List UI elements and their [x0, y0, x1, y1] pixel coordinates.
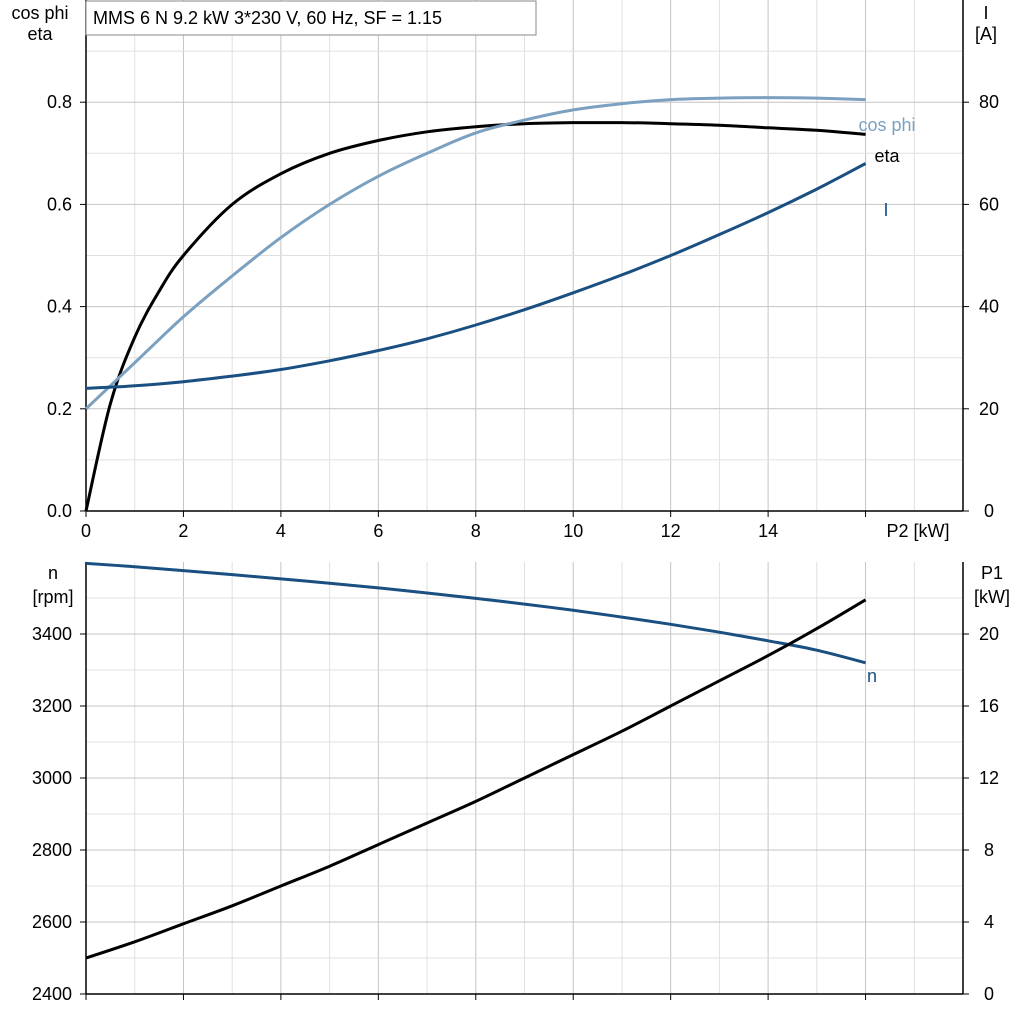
- y-left-tick-label: 3400: [32, 624, 72, 644]
- chart-title: MMS 6 N 9.2 kW 3*230 V, 60 Hz, SF = 1.15: [93, 8, 442, 28]
- y-right-tick-label: 0: [984, 501, 994, 521]
- series-line-cos-phi: [84, 96, 866, 410]
- y-right-tick-label: 4: [984, 912, 994, 932]
- x-tick-label: 0: [81, 521, 91, 541]
- y-left-tick-label: 0.0: [47, 501, 72, 521]
- top-right-label-2: [A]: [975, 24, 997, 44]
- x-tick-label: 6: [373, 521, 383, 541]
- x-tick-label: 8: [471, 521, 481, 541]
- y-left-tick-label: 3000: [32, 768, 72, 788]
- series-line-eta: [84, 121, 866, 512]
- series-line-p1: [85, 598, 867, 960]
- y-right-tick-label: 8: [984, 840, 994, 860]
- series-label-cos-phi: cos phi: [858, 115, 915, 135]
- top-panel: 0.0 0.2 0.4 0.6 0.8 0 20 40 60 80 0 2 4 6 8 10 12 14: [47, 0, 999, 541]
- series-line-i: [85, 162, 867, 390]
- y-right-tick-label: 12: [979, 768, 999, 788]
- top-right-label-1: I: [983, 3, 988, 23]
- x-tick-label: 14: [758, 521, 778, 541]
- y-left-tick-label: 2400: [32, 984, 72, 1004]
- x-tick-label: 2: [178, 521, 188, 541]
- x-tick-label: 10: [563, 521, 583, 541]
- y-right-tick-label: 40: [979, 297, 999, 317]
- y-left-tick-label: 3200: [32, 696, 72, 716]
- x-axis-label: P2 [kW]: [886, 521, 949, 541]
- title-box: [85, 0, 537, 36]
- x-tick-label: 12: [661, 521, 681, 541]
- top-left-label-2: eta: [27, 24, 53, 44]
- y-right-tick-label: 20: [979, 624, 999, 644]
- bottom-right-label-1: P1: [981, 563, 1003, 583]
- y-right-tick-label: 60: [979, 194, 999, 214]
- bottom-right-label-2: [kW]: [974, 587, 1010, 607]
- x-tick-label: 4: [276, 521, 286, 541]
- series-label-current: I: [883, 200, 888, 220]
- bottom-left-label-1: n: [48, 563, 58, 583]
- y-left-tick-label: 0.6: [47, 194, 72, 214]
- top-left-label-1: cos phi: [11, 3, 68, 23]
- y-left-tick-label: 0.8: [47, 92, 72, 112]
- bottom-panel: 2400 2600 2800 3000 3200 3400 0 4 8 12 16 20: [32, 561, 999, 1004]
- y-right-tick-label: 0: [984, 984, 994, 1004]
- y-right-tick-label: 16: [979, 696, 999, 716]
- series-line-n: [85, 561, 866, 665]
- y-right-tick-label: 20: [979, 399, 999, 419]
- y-left-tick-label: 0.2: [47, 399, 72, 419]
- series-label-speed: n: [867, 666, 877, 686]
- y-left-tick-label: 0.4: [47, 297, 72, 317]
- y-left-tick-label: 2800: [32, 840, 72, 860]
- series-label-eta: eta: [874, 146, 900, 166]
- y-right-tick-label: 80: [979, 92, 999, 112]
- y-left-tick-label: 2600: [32, 912, 72, 932]
- bottom-left-label-2: [rpm]: [32, 587, 73, 607]
